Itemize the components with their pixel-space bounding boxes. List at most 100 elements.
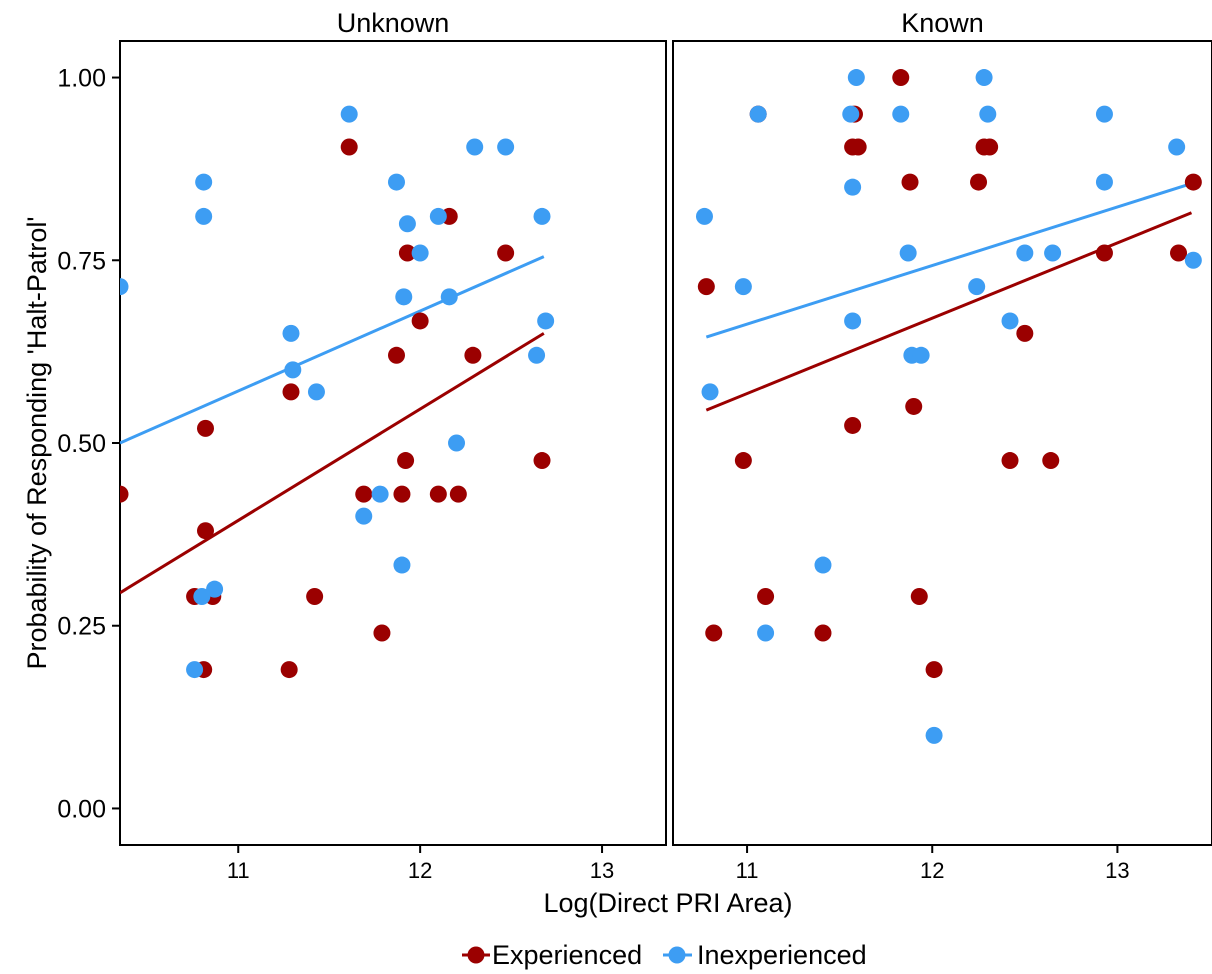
panel-frame (672, 40, 1212, 846)
panel-title: Known (901, 8, 984, 38)
data-point-experienced (387, 346, 405, 364)
data-point-inexperienced (411, 244, 429, 262)
legend-label-inexperienced: Inexperienced (697, 940, 867, 970)
y-tick-label: 0.75 (57, 247, 106, 275)
data-point-inexperienced (195, 173, 213, 191)
data-point-experienced (196, 522, 214, 540)
data-point-inexperienced (1168, 138, 1186, 156)
data-point-inexperienced (814, 556, 832, 574)
data-point-inexperienced (1044, 244, 1062, 262)
legend-marker-inexperienced (668, 946, 686, 964)
data-point-inexperienced (979, 105, 997, 123)
y-axis-label: Probability of Responding 'Halt-Patrol' (22, 216, 52, 669)
data-point-experienced (925, 661, 943, 679)
data-point-inexperienced (393, 556, 411, 574)
data-point-inexperienced (186, 661, 204, 679)
data-point-inexperienced (847, 69, 865, 87)
data-point-inexperienced (195, 207, 213, 225)
data-point-inexperienced (892, 105, 910, 123)
y-tick-label: 0.25 (57, 613, 106, 641)
data-point-experienced (1001, 452, 1019, 470)
data-point-inexperienced (533, 207, 551, 225)
data-point-inexperienced (466, 138, 484, 156)
trend-line-inexperienced (120, 255, 545, 445)
data-point-experienced (844, 416, 862, 434)
data-point-experienced (280, 661, 298, 679)
data-point-experienced (901, 173, 919, 191)
data-point-inexperienced (537, 312, 555, 330)
data-point-inexperienced (1095, 173, 1113, 191)
data-point-experienced (910, 587, 928, 605)
x-tick-label: 13 (1105, 858, 1129, 883)
legend: Experienced Inexperienced (462, 940, 867, 970)
data-point-inexperienced (206, 580, 224, 598)
panel-known: Known 11 12 13 (672, 8, 1212, 883)
data-point-experienced (1042, 452, 1060, 470)
data-point-experienced (120, 485, 129, 503)
data-point-inexperienced (340, 105, 358, 123)
data-point-experienced (397, 452, 415, 470)
data-point-inexperienced (734, 278, 752, 296)
data-point-experienced (497, 244, 515, 262)
data-point-experienced (905, 397, 923, 415)
data-point-experienced (970, 173, 988, 191)
data-point-inexperienced (749, 105, 767, 123)
data-point-inexperienced (120, 278, 129, 296)
y-tick-label: 1.00 (57, 65, 106, 93)
data-point-inexperienced (395, 288, 413, 306)
data-point-inexperienced (448, 434, 466, 452)
trend-line-experienced (120, 332, 545, 595)
data-point-experienced (734, 452, 752, 470)
data-point-inexperienced (1016, 244, 1034, 262)
data-point-inexperienced (1001, 312, 1019, 330)
data-point-inexperienced (497, 138, 515, 156)
data-point-experienced (814, 624, 832, 642)
data-point-inexperienced (968, 278, 986, 296)
x-tick-label: 11 (736, 858, 759, 883)
data-point-inexperienced (282, 324, 300, 342)
legend-marker-experienced (467, 946, 485, 964)
data-point-experienced (340, 138, 358, 156)
legend-label-experienced: Experienced (492, 940, 642, 970)
data-point-inexperienced (429, 207, 447, 225)
data-point-experienced (533, 452, 551, 470)
data-point-experienced (355, 485, 373, 503)
data-point-inexperienced (757, 624, 775, 642)
data-point-inexperienced (925, 726, 943, 744)
x-tick-label: 12 (920, 858, 944, 883)
data-point-experienced (1170, 244, 1188, 262)
data-point-inexperienced (193, 587, 211, 605)
data-point-inexperienced (899, 244, 917, 262)
data-point-inexperienced (1184, 251, 1202, 269)
panel-title: Unknown (337, 8, 450, 38)
data-point-experienced (282, 383, 300, 401)
data-point-experienced (411, 312, 429, 330)
data-point-inexperienced (284, 361, 302, 379)
data-point-inexperienced (307, 383, 325, 401)
data-point-experienced (892, 69, 910, 87)
data-point-inexperienced (975, 69, 993, 87)
y-tick-label: 0.00 (57, 795, 106, 823)
data-point-experienced (705, 624, 723, 642)
data-point-experienced (1184, 173, 1202, 191)
panel-unknown: Unknown 11 12 13 (119, 8, 667, 883)
data-point-inexperienced (701, 383, 719, 401)
data-point-experienced (449, 485, 467, 503)
data-point-inexperienced (371, 485, 389, 503)
data-point-experienced (1095, 244, 1113, 262)
y-tick-label: 0.50 (57, 430, 106, 458)
trend-line-inexperienced (705, 182, 1192, 339)
data-point-experienced (393, 485, 411, 503)
data-point-inexperienced (355, 507, 373, 525)
data-point-inexperienced (398, 215, 416, 233)
x-tick-label: 13 (590, 858, 614, 883)
data-point-inexperienced (912, 346, 930, 364)
data-point-experienced (1016, 324, 1034, 342)
data-point-inexperienced (528, 346, 546, 364)
data-point-experienced (398, 244, 416, 262)
x-tick-label: 11 (227, 858, 250, 883)
x-axis-label: Log(Direct PRI Area) (543, 888, 792, 918)
data-point-inexperienced (844, 178, 862, 196)
data-point-experienced (306, 587, 324, 605)
